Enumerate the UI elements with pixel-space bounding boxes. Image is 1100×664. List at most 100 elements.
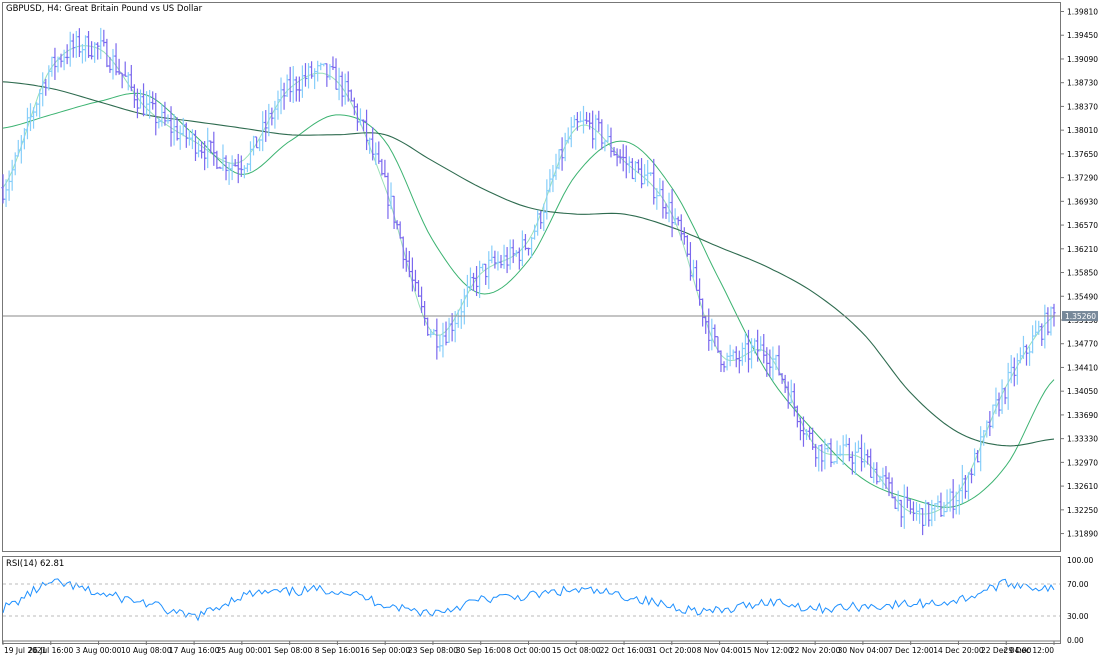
price-tick-label: 1.36930 <box>1067 197 1098 206</box>
price-tick-label: 1.34050 <box>1067 387 1098 396</box>
price-bar <box>496 251 500 271</box>
price-bar <box>548 169 552 193</box>
price-bar <box>1024 344 1029 366</box>
price-bar <box>835 440 839 465</box>
price-bar <box>4 179 8 207</box>
price-bar <box>701 298 705 327</box>
price-bar <box>355 103 360 131</box>
price-bar <box>600 119 604 150</box>
price-bar <box>817 445 821 472</box>
price-bar <box>306 63 311 89</box>
price-bar <box>47 65 51 91</box>
price-bar <box>303 63 308 87</box>
price-chart-frame[interactable] <box>2 2 1061 552</box>
price-bar <box>667 192 671 223</box>
time-tick-label: 15 Oct 08:00 <box>552 646 601 655</box>
price-bar <box>120 72 124 89</box>
price-bar <box>832 461 836 465</box>
price-bar <box>774 354 778 371</box>
price-bar <box>704 315 708 334</box>
price-bar <box>35 101 39 117</box>
price-bar <box>426 317 430 336</box>
price-bar <box>364 109 369 151</box>
current-price-label-bg <box>1062 311 1098 322</box>
price-bar <box>1034 320 1038 337</box>
price-bar <box>740 342 744 366</box>
price-bar <box>196 140 201 158</box>
price-bar <box>484 263 488 285</box>
price-tick-label: 1.32970 <box>1067 458 1098 467</box>
price-bar <box>224 155 228 181</box>
price-bar <box>762 333 766 364</box>
rsi-tick-label: 100.00 <box>1067 556 1093 565</box>
price-bar <box>612 147 616 156</box>
price-bar <box>951 479 955 519</box>
price-bar <box>1027 346 1032 366</box>
price-bar <box>581 105 586 134</box>
price-bar <box>41 72 45 107</box>
price-bar <box>297 76 301 102</box>
price-bar <box>792 383 796 417</box>
price-bar <box>190 129 195 150</box>
price-bar <box>502 244 506 269</box>
price-bar <box>505 247 509 274</box>
price-bar <box>786 381 790 409</box>
price-bar <box>154 92 158 136</box>
time-tick-label: 25 Aug 00:00 <box>217 646 268 655</box>
price-bar <box>1 174 5 204</box>
price-bar <box>890 477 894 499</box>
price-bar <box>948 488 952 512</box>
price-bar <box>551 164 555 193</box>
price-bar <box>264 110 268 142</box>
price-bar <box>377 141 381 164</box>
time-tick-label: 10 Aug 08:00 <box>121 646 172 655</box>
price-bar <box>942 501 946 517</box>
price-bar <box>575 112 579 131</box>
price-bar <box>930 499 934 527</box>
price-bar <box>13 152 17 176</box>
price-bar <box>141 83 146 117</box>
time-tick-label: 8 Sep 16:00 <box>315 646 361 655</box>
price-bar <box>664 203 668 219</box>
price-bar <box>65 44 69 65</box>
price-bar <box>22 128 26 150</box>
price-bar <box>591 110 595 149</box>
price-bar <box>7 170 11 201</box>
price-bar <box>862 442 867 468</box>
price-tick-label: 1.38730 <box>1067 79 1098 88</box>
price-bar <box>936 495 940 509</box>
price-bar <box>126 72 130 91</box>
price-bar <box>533 224 537 240</box>
price-bar <box>804 428 809 440</box>
price-bar <box>850 451 854 475</box>
price-bar <box>884 466 888 489</box>
price-bar <box>221 144 225 171</box>
price-bar <box>374 142 378 165</box>
price-bar <box>294 76 298 102</box>
price-bar <box>148 89 152 119</box>
price-bar <box>646 159 650 187</box>
price-bar <box>331 56 335 70</box>
price-bar <box>921 508 925 536</box>
time-tick-label: 1 Sep 08:00 <box>267 646 313 655</box>
price-tick-label: 1.31890 <box>1067 530 1098 539</box>
price-bar <box>236 153 240 184</box>
price-bar <box>615 148 619 167</box>
price-bar <box>386 172 390 219</box>
moving-average-slow <box>2 81 1055 447</box>
price-bar <box>56 56 60 73</box>
price-tick-label: 1.37650 <box>1067 150 1098 159</box>
price-bar <box>838 445 842 457</box>
price-bar <box>939 492 943 517</box>
price-bar <box>597 110 601 132</box>
rsi-tick-label: 70.00 <box>1067 580 1089 589</box>
price-bar <box>869 448 873 479</box>
price-bar <box>450 313 454 342</box>
rsi-panel-frame[interactable] <box>2 556 1061 644</box>
price-bar <box>844 434 848 448</box>
price-bar <box>184 122 188 148</box>
price-bar <box>279 77 283 115</box>
price-tick-label: 1.33330 <box>1067 435 1098 444</box>
